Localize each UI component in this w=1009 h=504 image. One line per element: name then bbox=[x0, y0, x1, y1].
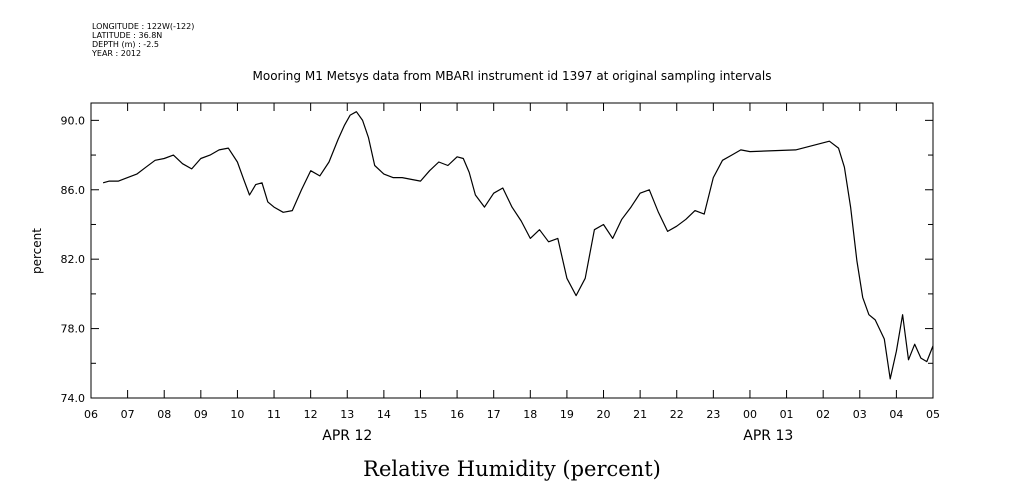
y-tick-label: 74.0 bbox=[61, 392, 86, 405]
meta-depth: DEPTH (m) : -2.5 bbox=[92, 40, 159, 49]
x-tick-label: 21 bbox=[633, 408, 647, 421]
x-tick-label: 05 bbox=[926, 408, 940, 421]
x-tick-label: 20 bbox=[597, 408, 611, 421]
x-date-label: APR 12 bbox=[322, 428, 372, 444]
x-tick-label: 04 bbox=[889, 408, 903, 421]
y-tick-label: 82.0 bbox=[61, 253, 86, 266]
meta-longitude: LONGITUDE : 122W(-122) bbox=[92, 22, 194, 31]
x-date-label: APR 13 bbox=[743, 428, 793, 444]
y-tick-label: 90.0 bbox=[61, 114, 86, 127]
x-axis-title: Relative Humidity (percent) bbox=[363, 457, 661, 481]
x-tick-label: 23 bbox=[706, 408, 720, 421]
humidity-series-line bbox=[102, 111, 934, 380]
x-tick-label: 18 bbox=[523, 408, 537, 421]
x-tick-label: 10 bbox=[230, 408, 244, 421]
x-tick-label: 15 bbox=[413, 408, 427, 421]
meta-latitude: LATITUDE : 36.8N bbox=[92, 31, 162, 40]
x-axis: 06 07 08 09 10 11 12 13 14 15 16 17 18 19 20 21 22 23 00 01… bbox=[84, 103, 940, 444]
x-tick-label: 13 bbox=[340, 408, 354, 421]
x-tick-label: 22 bbox=[670, 408, 684, 421]
series-group bbox=[102, 111, 934, 380]
y-axis-label: percent bbox=[30, 228, 44, 274]
x-tick-label: 06 bbox=[84, 408, 98, 421]
x-tick-label: 19 bbox=[560, 408, 574, 421]
x-tick-label: 16 bbox=[450, 408, 464, 421]
y-tick-label: 78.0 bbox=[61, 323, 86, 336]
x-tick-label: 11 bbox=[267, 408, 281, 421]
x-tick-label: 14 bbox=[377, 408, 391, 421]
meta-year: YEAR : 2012 bbox=[91, 49, 141, 58]
x-tick-label: 02 bbox=[816, 408, 830, 421]
x-tick-label: 03 bbox=[853, 408, 867, 421]
x-tick-label: 01 bbox=[780, 408, 794, 421]
x-tick-label: 08 bbox=[157, 408, 171, 421]
chart-title: Mooring M1 Metsys data from MBARI instru… bbox=[253, 69, 772, 83]
y-tick-label: 86.0 bbox=[61, 184, 86, 197]
y-axis: 74.0 78.0 82.0 86.0 90.0 bbox=[61, 114, 933, 405]
x-tick-label: 12 bbox=[304, 408, 318, 421]
x-tick-label: 00 bbox=[743, 408, 757, 421]
x-tick-label: 17 bbox=[487, 408, 501, 421]
plot-frame bbox=[90, 102, 934, 399]
x-tick-label: 09 bbox=[194, 408, 208, 421]
x-tick-label: 07 bbox=[121, 408, 135, 421]
